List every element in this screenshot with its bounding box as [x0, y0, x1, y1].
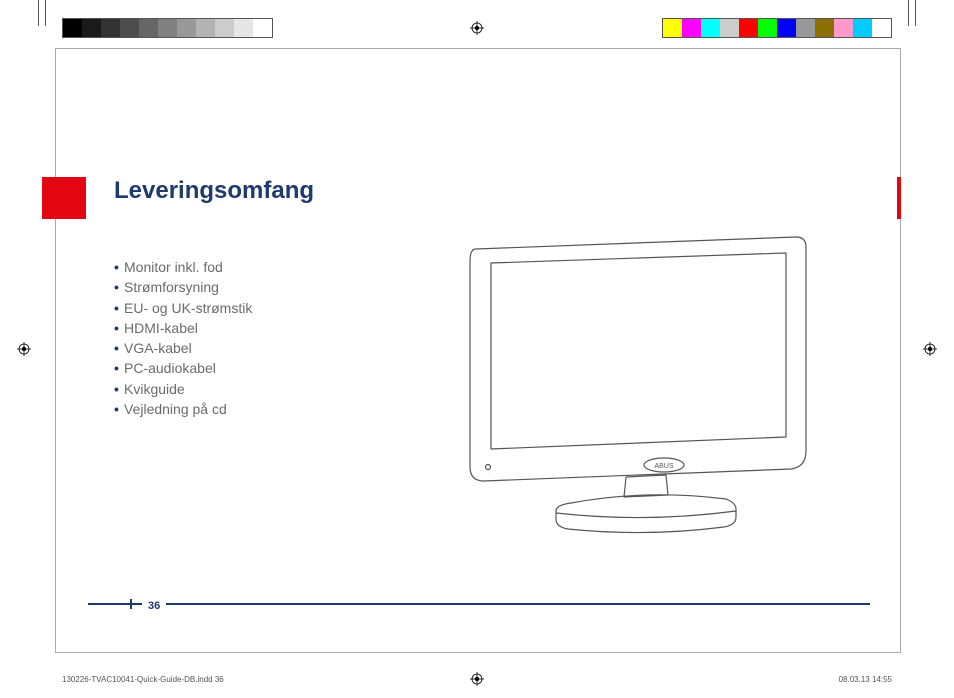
- registration-mark-icon: [470, 21, 484, 35]
- list-item-label: Kvikguide: [124, 379, 185, 399]
- bullet-icon: •: [114, 399, 124, 419]
- cal-swatch: [682, 19, 701, 37]
- crop-mark: [38, 0, 46, 26]
- page-number: 36: [142, 600, 166, 612]
- registration-mark-icon: [923, 342, 937, 356]
- grayscale-calibration-strip: [62, 18, 273, 38]
- list-item: • Kvikguide: [114, 379, 252, 399]
- bullet-icon: •: [114, 318, 124, 338]
- bullet-icon: •: [114, 298, 124, 318]
- section-tab-edge: [897, 177, 901, 219]
- cal-swatch: [120, 19, 139, 37]
- cal-swatch: [739, 19, 758, 37]
- list-item: • VGA-kabel: [114, 338, 252, 358]
- list-item-label: Vejledning på cd: [124, 399, 227, 419]
- page-heading: Leveringsomfang: [114, 177, 314, 205]
- cal-swatch: [177, 19, 196, 37]
- registration-mark-icon: [470, 672, 484, 686]
- list-item: • Strømforsyning: [114, 277, 252, 297]
- bullet-icon: •: [114, 257, 124, 277]
- cal-swatch: [872, 19, 891, 37]
- cal-swatch: [758, 19, 777, 37]
- cal-swatch: [101, 19, 120, 37]
- cal-swatch: [701, 19, 720, 37]
- list-item-label: EU- og UK-strømstik: [124, 298, 252, 318]
- bullet-icon: •: [114, 379, 124, 399]
- cal-swatch: [234, 19, 253, 37]
- footer-rule: [88, 603, 870, 605]
- cal-swatch: [196, 19, 215, 37]
- cal-swatch: [834, 19, 853, 37]
- print-slug-datetime: 08.03.13 14:55: [839, 675, 892, 684]
- cal-swatch: [139, 19, 158, 37]
- list-item: • Vejledning på cd: [114, 399, 252, 419]
- list-item-label: HDMI-kabel: [124, 318, 198, 338]
- cal-swatch: [215, 19, 234, 37]
- bullet-icon: •: [114, 338, 124, 358]
- cal-swatch: [815, 19, 834, 37]
- print-slug-filename: 130226-TVAC10041-Quick-Guide-DB.indd 36: [62, 675, 224, 684]
- monitor-illustration: ABUS: [436, 219, 836, 544]
- cal-swatch: [796, 19, 815, 37]
- registration-mark-icon: [17, 342, 31, 356]
- cal-swatch: [82, 19, 101, 37]
- cal-swatch: [777, 19, 796, 37]
- cal-swatch: [63, 19, 82, 37]
- crop-mark: [908, 0, 916, 26]
- list-item: • HDMI-kabel: [114, 318, 252, 338]
- page-frame: Leveringsomfang • Monitor inkl. fod• Str…: [55, 48, 901, 653]
- monitor-brand-label: ABUS: [654, 463, 673, 470]
- cal-swatch: [720, 19, 739, 37]
- list-item-label: VGA-kabel: [124, 338, 192, 358]
- contents-list: • Monitor inkl. fod• Strømforsyning• EU-…: [114, 257, 252, 419]
- cal-swatch: [158, 19, 177, 37]
- cal-swatch: [253, 19, 272, 37]
- bullet-icon: •: [114, 358, 124, 378]
- list-item-label: Monitor inkl. fod: [124, 257, 223, 277]
- list-item: • PC-audiokabel: [114, 358, 252, 378]
- bullet-icon: •: [114, 277, 124, 297]
- cal-swatch: [663, 19, 682, 37]
- cal-swatch: [853, 19, 872, 37]
- list-item: • Monitor inkl. fod: [114, 257, 252, 277]
- section-tab: [42, 177, 86, 219]
- list-item: • EU- og UK-strømstik: [114, 298, 252, 318]
- list-item-label: PC-audiokabel: [124, 358, 216, 378]
- color-calibration-strip: [662, 18, 892, 38]
- list-item-label: Strømforsyning: [124, 277, 219, 297]
